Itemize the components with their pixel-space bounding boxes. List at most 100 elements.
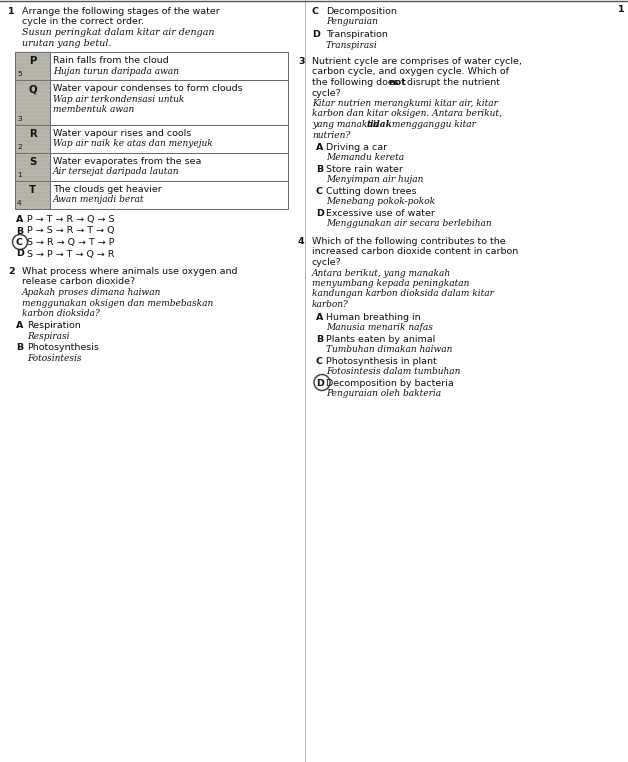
Bar [15, 181, 50, 209]
Text: P: P [29, 56, 36, 66]
Bar [15, 153, 50, 181]
Text: membentuk awan: membentuk awan [53, 105, 134, 114]
Text: C: C [316, 357, 323, 366]
Text: urutan yang betul.: urutan yang betul. [22, 39, 111, 47]
Text: cycle?: cycle? [312, 88, 342, 98]
Text: 2: 2 [8, 267, 14, 276]
Text: D: D [16, 249, 24, 258]
Text: tidak: tidak [367, 120, 393, 129]
Text: D: D [316, 209, 324, 218]
Text: Penguraian oleh bakteria: Penguraian oleh bakteria [326, 389, 441, 398]
Text: S → R → Q → T → P: S → R → Q → T → P [27, 238, 114, 247]
Text: P → S → R → T → Q: P → S → R → T → Q [27, 226, 114, 235]
Bar [15, 80, 50, 125]
Text: Menggunakan air secara berlebihan: Menggunakan air secara berlebihan [326, 219, 492, 229]
Text: carbon cycle, and oxygen cycle. Which of: carbon cycle, and oxygen cycle. Which of [312, 68, 509, 76]
Text: 5: 5 [17, 71, 21, 77]
Text: mengganggu kitar: mengganggu kitar [389, 120, 476, 129]
Text: C: C [312, 7, 319, 16]
Text: Cutting down trees: Cutting down trees [326, 187, 416, 196]
Text: nutrien?: nutrien? [312, 130, 350, 139]
Text: Rain falls from the cloud: Rain falls from the cloud [53, 56, 169, 65]
Text: Water evaporates from the sea: Water evaporates from the sea [53, 157, 202, 166]
Text: 1: 1 [17, 172, 22, 178]
Text: Respiration: Respiration [27, 322, 81, 331]
Text: A: A [316, 143, 323, 152]
Text: release carbon dioxide?: release carbon dioxide? [22, 277, 135, 287]
Text: Plants eaten by animal: Plants eaten by animal [326, 335, 435, 344]
Text: menyumbang kepada peningkatan: menyumbang kepada peningkatan [312, 279, 469, 288]
Text: Wap air naik ke atas dan menyejuk: Wap air naik ke atas dan menyejuk [53, 139, 213, 149]
Text: S: S [29, 157, 36, 167]
Text: R: R [29, 129, 36, 139]
Text: the following does: the following does [312, 78, 402, 87]
Text: Air tersejat daripada lautan: Air tersejat daripada lautan [53, 168, 180, 177]
Text: Fotosintesis dalam tumbuhan: Fotosintesis dalam tumbuhan [326, 367, 460, 376]
Bar [50, 52, 288, 80]
Bar [50, 181, 288, 209]
Text: What process where animals use oxygen and: What process where animals use oxygen an… [22, 267, 237, 276]
Text: Which of the following contributes to the: Which of the following contributes to th… [312, 237, 506, 246]
Text: C: C [16, 238, 23, 247]
Text: P → T → R → Q → S: P → T → R → Q → S [27, 215, 114, 224]
Text: Nutrient cycle are comprises of water cycle,: Nutrient cycle are comprises of water cy… [312, 57, 522, 66]
Text: 3: 3 [17, 116, 21, 122]
Text: Wap air terkondensasi untuk: Wap air terkondensasi untuk [53, 94, 185, 104]
Text: 4: 4 [298, 237, 305, 246]
Text: A: A [16, 322, 23, 331]
Text: A: A [16, 215, 23, 224]
Bar [50, 80, 288, 125]
Text: karbon?: karbon? [312, 300, 349, 309]
Text: B: B [316, 335, 323, 344]
Text: D: D [312, 30, 320, 39]
Text: B: B [16, 344, 23, 353]
Text: Excessive use of water: Excessive use of water [326, 209, 435, 218]
Text: C: C [316, 187, 323, 196]
Bar [50, 153, 288, 181]
Text: B: B [316, 165, 323, 174]
Text: 3: 3 [298, 57, 305, 66]
Bar [50, 125, 288, 153]
Text: Photosynthesis in plant: Photosynthesis in plant [326, 357, 436, 366]
Text: Antara berikut, yang manakah: Antara berikut, yang manakah [312, 268, 451, 277]
Text: 4: 4 [17, 200, 21, 206]
Text: Tumbuhan dimakan haiwan: Tumbuhan dimakan haiwan [326, 345, 452, 354]
Text: Human breathing in: Human breathing in [326, 312, 421, 322]
Text: Memandu kereta: Memandu kereta [326, 153, 404, 162]
Text: Awan menjadi berat: Awan menjadi berat [53, 196, 144, 204]
Text: Penguraian: Penguraian [326, 18, 378, 27]
Text: cycle?: cycle? [312, 258, 342, 267]
Text: Q: Q [28, 84, 37, 94]
Text: S → P → T → Q → R: S → P → T → Q → R [27, 249, 114, 258]
Text: Menyimpan air hujan: Menyimpan air hujan [326, 175, 423, 184]
Text: kandungan karbon dioksida dalam kitar: kandungan karbon dioksida dalam kitar [312, 290, 494, 299]
Text: Respirasi: Respirasi [27, 332, 70, 341]
Text: 1: 1 [8, 7, 14, 16]
Bar [15, 52, 50, 80]
Text: Arrange the following stages of the water: Arrange the following stages of the wate… [22, 7, 220, 16]
Text: yang manakah: yang manakah [312, 120, 381, 129]
Text: 2: 2 [17, 144, 22, 150]
Text: Kitar nutrien merangkumi kitar air, kitar: Kitar nutrien merangkumi kitar air, kita… [312, 99, 498, 108]
Text: Water vapour condenses to form clouds: Water vapour condenses to form clouds [53, 84, 242, 93]
Text: Menebang pokok-pokok: Menebang pokok-pokok [326, 197, 435, 207]
Text: D: D [316, 379, 324, 388]
Text: Susun peringkat dalam kitar air dengan: Susun peringkat dalam kitar air dengan [22, 28, 215, 37]
Text: Driving a car: Driving a car [326, 143, 387, 152]
Text: karbon dioksida?: karbon dioksida? [22, 309, 100, 318]
Text: disrupt the nutrient: disrupt the nutrient [404, 78, 500, 87]
Bar [15, 125, 50, 153]
Text: B: B [16, 226, 23, 235]
Text: Apakah proses dimana haiwan: Apakah proses dimana haiwan [22, 288, 161, 297]
Text: 1: 1 [618, 5, 625, 14]
Text: Hujan turun daripada awan: Hujan turun daripada awan [53, 66, 179, 75]
Text: Transpirasi: Transpirasi [326, 40, 378, 50]
Text: Photosynthesis: Photosynthesis [27, 344, 99, 353]
Text: karbon dan kitar oksigen. Antara berikut,: karbon dan kitar oksigen. Antara berikut… [312, 110, 502, 119]
Text: Decomposition: Decomposition [326, 7, 397, 16]
Text: Store rain water: Store rain water [326, 165, 403, 174]
Text: Manusia menarik nafas: Manusia menarik nafas [326, 323, 433, 332]
Text: Decomposition by bacteria: Decomposition by bacteria [326, 379, 454, 388]
Text: Water vapour rises and cools: Water vapour rises and cools [53, 129, 192, 138]
Text: Transpiration: Transpiration [326, 30, 388, 39]
